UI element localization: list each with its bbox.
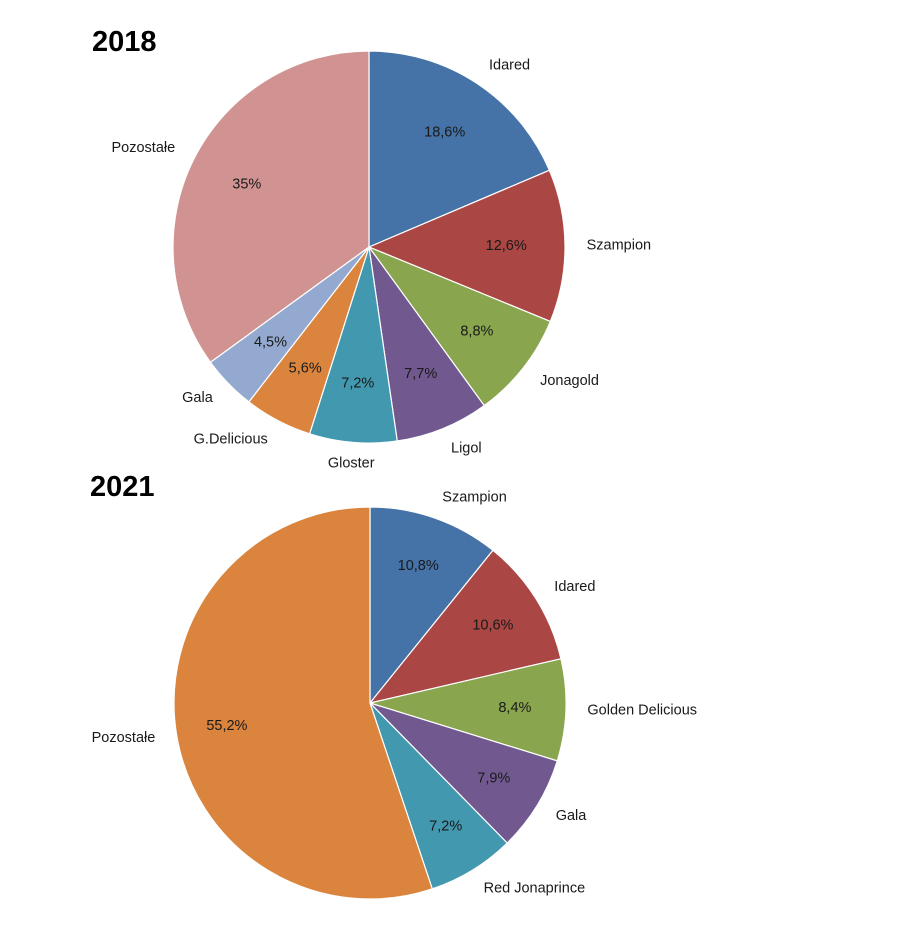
- category-label-szampion: Szampion: [587, 237, 651, 253]
- category-label-red-jonaprince: Red Jonaprince: [484, 880, 586, 896]
- category-label-pozosta-e: Pozostałe: [112, 140, 176, 156]
- data-label-idared: 18,6%: [424, 124, 465, 140]
- slice-golden-delicious: [367, 658, 567, 762]
- slice-szampion: [367, 169, 566, 323]
- chart-title-2021: 2021: [90, 471, 155, 503]
- category-label-pozosta-e: Pozostałe: [92, 730, 156, 746]
- pie-2018: 18,6% Idared 12,6% Szampion 8,8% Jonagold 7,7%…: [112, 50, 651, 472]
- category-label-idared: Idared: [554, 579, 595, 595]
- data-label-gloster: 7,2%: [341, 376, 374, 392]
- pie-2021: 10,8% Szampion 10,6% Idared 8,4% Golden Delic…: [92, 490, 697, 900]
- slice-szampion: [369, 506, 494, 705]
- category-label-gala: Gala: [556, 808, 588, 824]
- data-label-jonagold: 8,8%: [460, 324, 493, 340]
- slice-ligol: [368, 246, 486, 442]
- category-label-idared: Idared: [489, 57, 530, 73]
- data-label-g-delicious: 5,6%: [289, 360, 322, 376]
- category-label-golden-delicious: Golden Delicious: [587, 703, 697, 719]
- slice-jonagold: [367, 245, 552, 407]
- category-label-jonagold: Jonagold: [540, 373, 599, 389]
- pie-chart-2021: 2021 10,8% Szampion 10,6% Idared 8,4% Golden …: [0, 465, 900, 935]
- pie-chart-2018: 2018 18,6% Idared 12,6% Szampion 8,8% Jonagol…: [92, 26, 651, 472]
- category-label-g-delicious: G.Delicious: [194, 431, 268, 447]
- data-label-gala: 7,9%: [477, 770, 510, 786]
- data-label-idared: 10,6%: [472, 618, 513, 634]
- data-label-pozosta-e: 35%: [232, 177, 261, 193]
- category-label-gala: Gala: [182, 390, 214, 406]
- data-label-gala: 4,5%: [254, 334, 287, 350]
- slice-pozosta-e: [172, 50, 370, 364]
- data-label-golden-delicious: 8,4%: [498, 700, 531, 716]
- data-label-pozosta-e: 55,2%: [206, 718, 247, 734]
- data-label-szampion: 12,6%: [486, 238, 527, 254]
- category-label-szampion: Szampion: [442, 490, 506, 506]
- slice-idared: [368, 549, 562, 704]
- data-label-red-jonaprince: 7,2%: [429, 819, 462, 835]
- slice-pozosta-e: [173, 506, 434, 900]
- data-label-ligol: 7,7%: [404, 366, 437, 382]
- category-label-ligol: Ligol: [451, 440, 482, 456]
- category-label-gloster: Gloster: [328, 456, 375, 472]
- data-label-szampion: 10,8%: [398, 558, 439, 574]
- chart-title-2018: 2018: [92, 26, 157, 58]
- slice-idared: [368, 50, 551, 248]
- slice-gala: [369, 702, 559, 844]
